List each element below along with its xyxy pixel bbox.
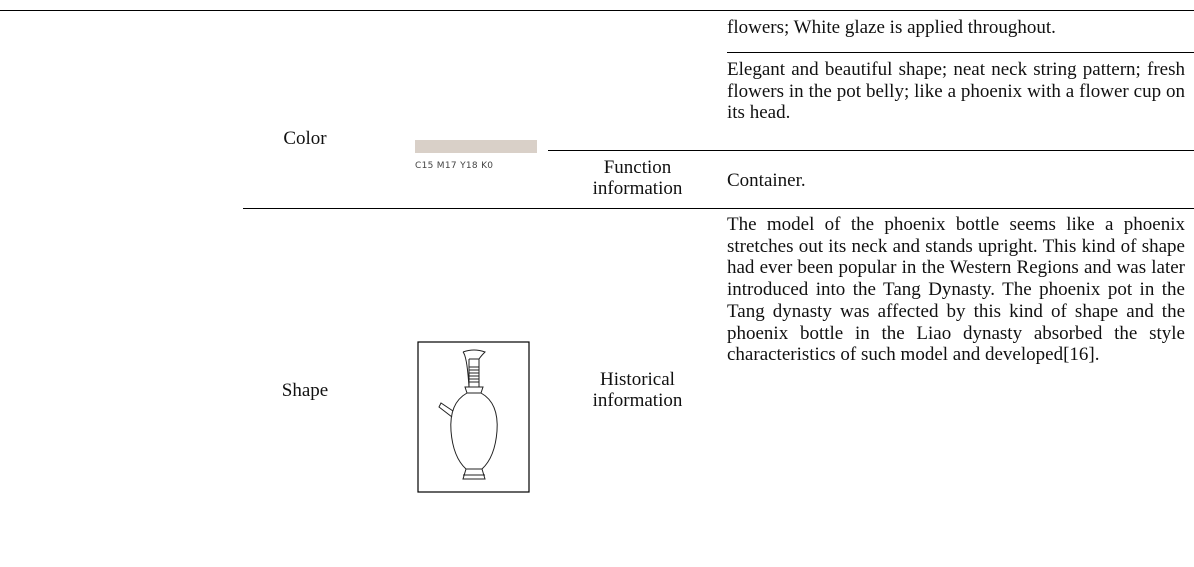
row-rule: [548, 150, 1194, 151]
vase-illustration: [417, 341, 530, 493]
cell-text: Elegant and beautiful shape; neat neck s…: [727, 59, 1185, 124]
cell-text: Container.: [727, 170, 806, 191]
row-label: Shape: [281, 380, 329, 401]
row-label: Color: [283, 128, 327, 149]
row-rule: [727, 52, 1194, 53]
cell-text: flowers; White glaze is applied througho…: [727, 17, 1056, 38]
color-swatch: [415, 140, 537, 153]
cell-text: The model of the phoenix bottle seems li…: [727, 214, 1185, 366]
cell-heading: Historical information: [592, 369, 683, 411]
swatch-label: C15 M17 Y18 K0: [415, 161, 494, 171]
cell-heading: Function information: [592, 157, 683, 199]
table-top-rule: [0, 10, 1194, 11]
row-rule: [243, 208, 1194, 209]
